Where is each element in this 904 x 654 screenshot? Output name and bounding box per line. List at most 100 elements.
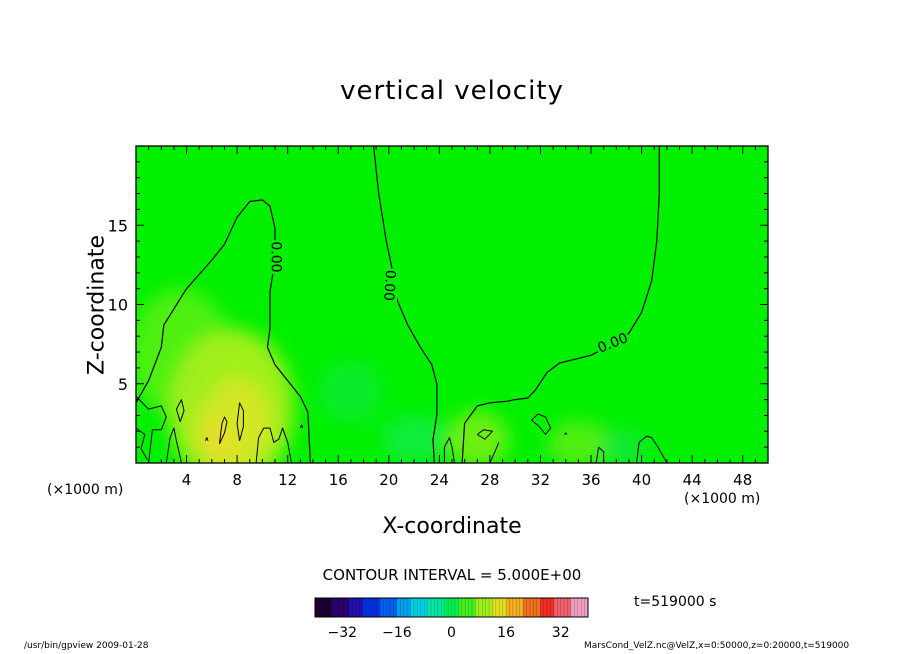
colorbar-cell: [424, 598, 428, 617]
colorbar-cell: [379, 598, 384, 617]
small-contour-6: [255, 427, 292, 463]
colorbar-cell: [342, 598, 347, 617]
footer-program-date: /usr/bin/gpview 2009-01-28: [24, 641, 149, 651]
colorbar-cell: [492, 598, 497, 617]
colorbar-tick-label: 0: [447, 625, 456, 641]
colorbar-cell: [345, 598, 350, 617]
colorbar-tick-label: −32: [328, 625, 358, 641]
colorbar-cell: [444, 598, 449, 617]
zero-contour-central: [373, 146, 438, 463]
colorbar-cell: [529, 598, 534, 617]
colorbar-cell: [489, 598, 493, 617]
chart-title: vertical velocity: [340, 76, 564, 106]
colorbar-cell: [413, 598, 418, 617]
colorbar-cell: [574, 598, 579, 617]
x-tick-label: 32: [531, 471, 550, 489]
svg-text:0.00: 0.00: [380, 269, 398, 301]
small-contour-15: [636, 435, 668, 463]
small-contour-14: [595, 446, 605, 463]
colorbar-cell: [383, 598, 387, 617]
small-contour-3: [175, 399, 185, 422]
colorbar-cell: [434, 598, 439, 617]
small-contour-7: [299, 424, 304, 429]
colorbar-cell: [543, 598, 548, 617]
colorbar-cell: [437, 598, 442, 617]
x-axis-label-text: X-coordinate: [382, 514, 522, 539]
colorbar-cell: [502, 598, 507, 617]
small-contour-0: [136, 396, 167, 463]
colorbar-cell: [315, 598, 319, 617]
colorbar-cell: [427, 598, 432, 617]
colorbar-tick-label: 16: [497, 625, 515, 641]
small-contour-5: [236, 402, 244, 441]
contour-label-1: 0.00: [380, 268, 400, 303]
colorbar-cell: [581, 598, 585, 617]
small-contour-10: [476, 429, 493, 440]
colorbar-cell: [328, 598, 333, 617]
shading-region-8: [597, 428, 648, 463]
contour-label-0: 0.00: [267, 239, 285, 274]
colorbar-cell: [441, 598, 445, 617]
colorbar-tick-label: −16: [382, 625, 412, 641]
colorbar-cell: [468, 598, 473, 617]
x-tick-label: 36: [581, 471, 600, 489]
colorbar-cell: [495, 598, 500, 617]
shading-region-6: [382, 415, 446, 463]
colorbar-cell: [366, 598, 370, 617]
colorbar-cell: [318, 598, 323, 617]
colorbar-cell: [373, 598, 377, 617]
colorbar: −32 −16 0 16 32: [314, 597, 589, 641]
x-unit-label-right: (×1000 m): [684, 491, 761, 507]
y-axis-label: Z-coordinate: [84, 235, 110, 375]
colorbar-cell: [485, 598, 490, 617]
colorbar-cell: [335, 598, 340, 617]
zero-contour-plume-west: [136, 199, 311, 463]
colorbar-cell: [482, 598, 486, 617]
shading-region-7: [319, 359, 383, 424]
colorbar-cell: [362, 598, 367, 617]
colorbar-cell: [461, 598, 466, 617]
colorbar-cell: [454, 598, 459, 617]
colorbar-cell: [475, 598, 480, 617]
colorbar-cell: [478, 598, 483, 617]
x-tick-label: 4: [182, 471, 192, 489]
small-contour-9: [443, 437, 455, 463]
colorbar-cell: [403, 598, 408, 617]
colorbar-cell: [471, 598, 476, 617]
colorbar-cell: [390, 598, 394, 617]
colorbar-cell: [523, 598, 527, 617]
colorbar-cell: [567, 598, 572, 617]
footer-data-source: MarsCond_VelZ.nc@VelZ,x=0:50000,z=0:2000…: [584, 641, 850, 651]
colorbar-cell: [536, 598, 541, 617]
svg-text:0.00: 0.00: [267, 241, 283, 272]
x-unit-label-left: (×1000 m): [47, 482, 124, 498]
colorbar-cell: [325, 598, 329, 617]
colorbar-cell: [550, 598, 555, 617]
shading-region-2: [195, 418, 234, 463]
colorbar-cell: [332, 598, 336, 617]
colorbar-cell: [465, 598, 469, 617]
colorbar-cell: [506, 598, 510, 617]
x-tick-label: 28: [480, 471, 499, 489]
colorbar-cell: [431, 598, 435, 617]
colorbar-cell: [417, 598, 422, 617]
y-tick-label: 15: [108, 216, 128, 235]
colorbar-cell: [560, 598, 565, 617]
colorbar-cell: [349, 598, 353, 617]
colorbar-frame: [314, 597, 589, 618]
colorbar-cell: [448, 598, 452, 617]
small-contour-4: [218, 416, 228, 445]
x-tick-label: 20: [379, 471, 398, 489]
colorbar-cell: [396, 598, 401, 617]
small-contour-8: [205, 437, 209, 441]
small-contour-2: [165, 427, 182, 463]
colorbar-cell: [557, 598, 561, 617]
colorbar-cell: [584, 598, 589, 617]
colorbar-cell: [547, 598, 551, 617]
small-contour-11: [489, 442, 500, 463]
colorbar-cell: [519, 598, 524, 617]
shading-region-4: [445, 410, 509, 463]
colorbar-cell: [553, 598, 558, 617]
x-axis-label: X-coordinate: [0, 514, 904, 539]
